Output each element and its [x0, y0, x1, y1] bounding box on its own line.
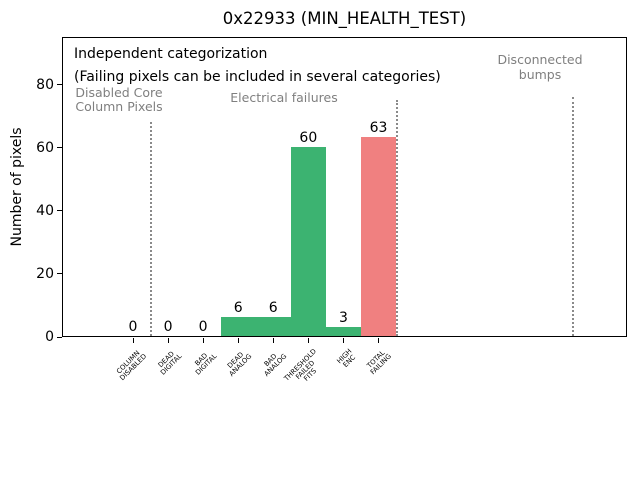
x-tick: [167, 338, 169, 343]
x-tick: [202, 338, 204, 343]
annotation-region-label-disabled-core-column-pixels: Disabled Core Column Pixels: [75, 86, 162, 114]
chart-title: 0x22933 (MIN_HEALTH_TEST): [222, 9, 467, 28]
x-tick-label-threshold-failed-fits: THRESHOLD FAILED FITS: [283, 347, 329, 393]
annotation-line: Column Pixels: [75, 99, 163, 114]
plot-area: [62, 37, 627, 337]
x-tick-label-dead-digital: DEAD DIGITAL: [154, 348, 183, 377]
annotation-line: Independent categorization: [74, 46, 268, 62]
x-tick: [377, 338, 379, 343]
annotation-region-label-electrical-failures: Electrical failures: [230, 91, 337, 105]
bar-value-label-total-failing: 63: [369, 120, 388, 137]
x-tick: [342, 338, 344, 343]
bar-value-label-bad-digital: 0: [198, 319, 208, 335]
annotation-line: (Failing pixels can be included in sever…: [74, 69, 441, 85]
annotation-region-label-disconnected-bumps: Disconnected bumps: [497, 52, 582, 82]
bar-high-enc: [325, 326, 361, 336]
x-tick-label-column-disabled: COLUMN DISABLED: [114, 348, 148, 382]
annotation-independent-categorization-note: Independent categorization: [74, 45, 267, 63]
x-tick: [237, 338, 239, 343]
y-tick-label: 60: [36, 139, 54, 156]
region-separator-line: [396, 100, 398, 336]
annotation-multi-category-note: (Failing pixels can be included in sever…: [74, 68, 441, 86]
x-tick: [307, 338, 309, 343]
bar-value-label-bad-analog: 6: [268, 300, 278, 317]
x-tick: [132, 338, 134, 343]
annotation-line: Disabled Core: [75, 85, 163, 100]
annotation-line: bumps: [518, 67, 562, 82]
y-tick: [57, 210, 62, 212]
annotation-line: Electrical failures: [230, 90, 338, 105]
bar-value-label-column-disabled: 0: [128, 319, 138, 335]
bar-value-label-threshold-failed-fits: 60: [299, 129, 318, 146]
x-tick-label-high-enc: HIGH ENC: [335, 347, 359, 371]
region-separator-line: [150, 122, 152, 336]
x-tick-label-bad-digital: BAD DIGITAL: [189, 348, 218, 377]
bar-bad-analog: [255, 317, 291, 336]
region-separator-line: [572, 97, 574, 336]
bar-total-failing: [360, 137, 397, 336]
bar-value-label-dead-digital: 0: [163, 319, 173, 335]
y-tick-label: 0: [45, 329, 54, 345]
bar-dead-analog: [220, 317, 256, 336]
x-tick-label-total-failing: TOTAL FAILING: [365, 348, 394, 377]
x-tick-label-dead-analog: DEAD ANALOG: [223, 348, 254, 379]
y-tick-label: 20: [36, 265, 54, 282]
bar-value-label-dead-analog: 6: [233, 300, 243, 317]
y-tick: [57, 336, 62, 338]
annotation-line: Disconnected: [497, 52, 583, 67]
y-tick: [57, 273, 62, 275]
y-tick: [57, 147, 62, 149]
bar-threshold-failed-fits: [290, 146, 326, 336]
y-tick-label: 40: [36, 202, 54, 219]
y-tick: [57, 84, 62, 86]
bar-value-label-high-enc: 3: [338, 309, 348, 326]
y-tick-label: 80: [36, 76, 54, 93]
x-tick: [272, 338, 274, 343]
